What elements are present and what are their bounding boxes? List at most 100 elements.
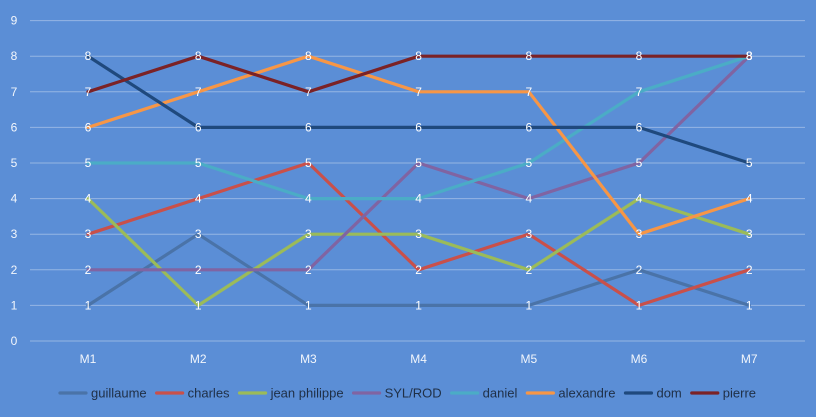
data-label: 1 bbox=[746, 298, 753, 312]
data-label: 8 bbox=[85, 49, 92, 63]
series-line bbox=[86, 54, 751, 272]
data-label: 6 bbox=[85, 120, 92, 134]
data-label: 5 bbox=[636, 156, 643, 170]
data-label: 1 bbox=[305, 298, 312, 312]
data-label: 3 bbox=[746, 227, 753, 241]
legend-label: jean philippe bbox=[270, 386, 344, 401]
y-axis-ticks: 0 1 2 3 4 5 6 7 8 9 bbox=[11, 14, 18, 348]
series-line bbox=[86, 54, 751, 236]
y-tick-label: 2 bbox=[11, 263, 18, 277]
data-label: 4 bbox=[636, 192, 643, 206]
y-tick-label: 6 bbox=[11, 120, 18, 134]
y-tick-label: 9 bbox=[11, 14, 18, 28]
x-tick-label: M4 bbox=[410, 352, 427, 366]
x-tick-label: M3 bbox=[300, 352, 317, 366]
data-label: 5 bbox=[85, 156, 92, 170]
x-axis-ticks: M1 M2 M3 M4 M5 M6 M7 bbox=[80, 352, 758, 366]
data-label: 8 bbox=[415, 49, 422, 63]
data-label: 2 bbox=[305, 263, 312, 277]
legend-label: daniel bbox=[483, 386, 518, 401]
data-label: 5 bbox=[195, 156, 202, 170]
data-label: 3 bbox=[195, 227, 202, 241]
data-label: 4 bbox=[85, 192, 92, 206]
legend: guillaume charles jean philippe SYL/ROD dani… bbox=[58, 386, 756, 401]
data-label: 2 bbox=[195, 263, 202, 277]
legend-item: jean philippe bbox=[237, 386, 344, 401]
data-label: 2 bbox=[85, 263, 92, 277]
legend-label: alexandre bbox=[558, 386, 615, 401]
data-label: 3 bbox=[636, 227, 643, 241]
data-label: 7 bbox=[195, 85, 202, 99]
series-line bbox=[86, 232, 751, 307]
data-label: 6 bbox=[415, 120, 422, 134]
data-label: 6 bbox=[525, 120, 532, 134]
data-label: 7 bbox=[525, 85, 532, 99]
series-line bbox=[86, 54, 751, 165]
y-tick-label: 4 bbox=[11, 192, 18, 206]
data-label: 5 bbox=[415, 156, 422, 170]
data-label: 7 bbox=[85, 85, 92, 99]
data-label: 8 bbox=[305, 49, 312, 63]
legend-label: pierre bbox=[723, 386, 756, 401]
x-tick-label: M1 bbox=[80, 352, 97, 366]
data-label: 7 bbox=[415, 85, 422, 99]
data-label: 3 bbox=[415, 227, 422, 241]
series-line bbox=[86, 54, 751, 201]
data-label: 2 bbox=[415, 263, 422, 277]
data-label: 2 bbox=[746, 263, 753, 277]
legend-label: SYL/ROD bbox=[385, 386, 442, 401]
series-lines bbox=[86, 54, 751, 307]
data-label: 4 bbox=[305, 192, 312, 206]
data-label: 4 bbox=[746, 192, 753, 206]
data-label: 1 bbox=[636, 298, 643, 312]
y-tick-label: 1 bbox=[11, 298, 18, 312]
data-label: 8 bbox=[195, 49, 202, 63]
data-label: 7 bbox=[305, 85, 312, 99]
x-tick-label: M2 bbox=[190, 352, 207, 366]
data-label: 1 bbox=[525, 298, 532, 312]
legend-item: daniel bbox=[450, 386, 518, 401]
legend-label: charles bbox=[188, 386, 230, 401]
data-label: 1 bbox=[415, 298, 422, 312]
data-label: 6 bbox=[305, 120, 312, 134]
data-labels: 1 3 1 1 1 2 1 3 4 5 2 3 1 2 4 1 3 3 2 4 3 2 2 2 5 4 5 8 5 5 4 4 5 7 8 6 7 8 7 7… bbox=[85, 49, 753, 312]
data-label: 3 bbox=[525, 227, 532, 241]
data-label: 4 bbox=[415, 192, 422, 206]
series-line bbox=[86, 161, 751, 307]
y-tick-label: 8 bbox=[11, 49, 18, 63]
data-label: 8 bbox=[746, 49, 753, 63]
x-tick-label: M6 bbox=[631, 352, 648, 366]
y-tick-label: 5 bbox=[11, 156, 18, 170]
legend-item: SYL/ROD bbox=[351, 386, 442, 401]
data-label: 2 bbox=[636, 263, 643, 277]
data-label: 6 bbox=[195, 120, 202, 134]
data-label: 4 bbox=[195, 192, 202, 206]
data-label: 3 bbox=[85, 227, 92, 241]
data-label: 6 bbox=[636, 120, 643, 134]
data-label: 4 bbox=[525, 192, 532, 206]
series-line bbox=[86, 54, 751, 94]
y-gridlines bbox=[30, 20, 805, 342]
legend-label: guillaume bbox=[91, 386, 147, 401]
data-label: 1 bbox=[85, 298, 92, 312]
y-tick-label: 3 bbox=[11, 227, 18, 241]
y-tick-label: 7 bbox=[11, 85, 18, 99]
x-tick-label: M5 bbox=[520, 352, 537, 366]
data-label: 7 bbox=[636, 85, 643, 99]
data-label: 8 bbox=[636, 49, 643, 63]
legend-item: guillaume bbox=[58, 386, 147, 401]
data-label: 8 bbox=[525, 49, 532, 63]
legend-item: alexandre bbox=[525, 386, 615, 401]
y-tick-label: 0 bbox=[11, 334, 18, 348]
data-label: 2 bbox=[525, 263, 532, 277]
legend-item: pierre bbox=[690, 386, 756, 401]
data-label: 5 bbox=[746, 156, 753, 170]
legend-item: dom bbox=[623, 386, 682, 401]
legend-item: charles bbox=[155, 386, 230, 401]
data-label: 1 bbox=[195, 298, 202, 312]
data-label: 8 bbox=[746, 49, 753, 63]
data-label: 5 bbox=[305, 156, 312, 170]
legend-label: dom bbox=[656, 386, 681, 401]
